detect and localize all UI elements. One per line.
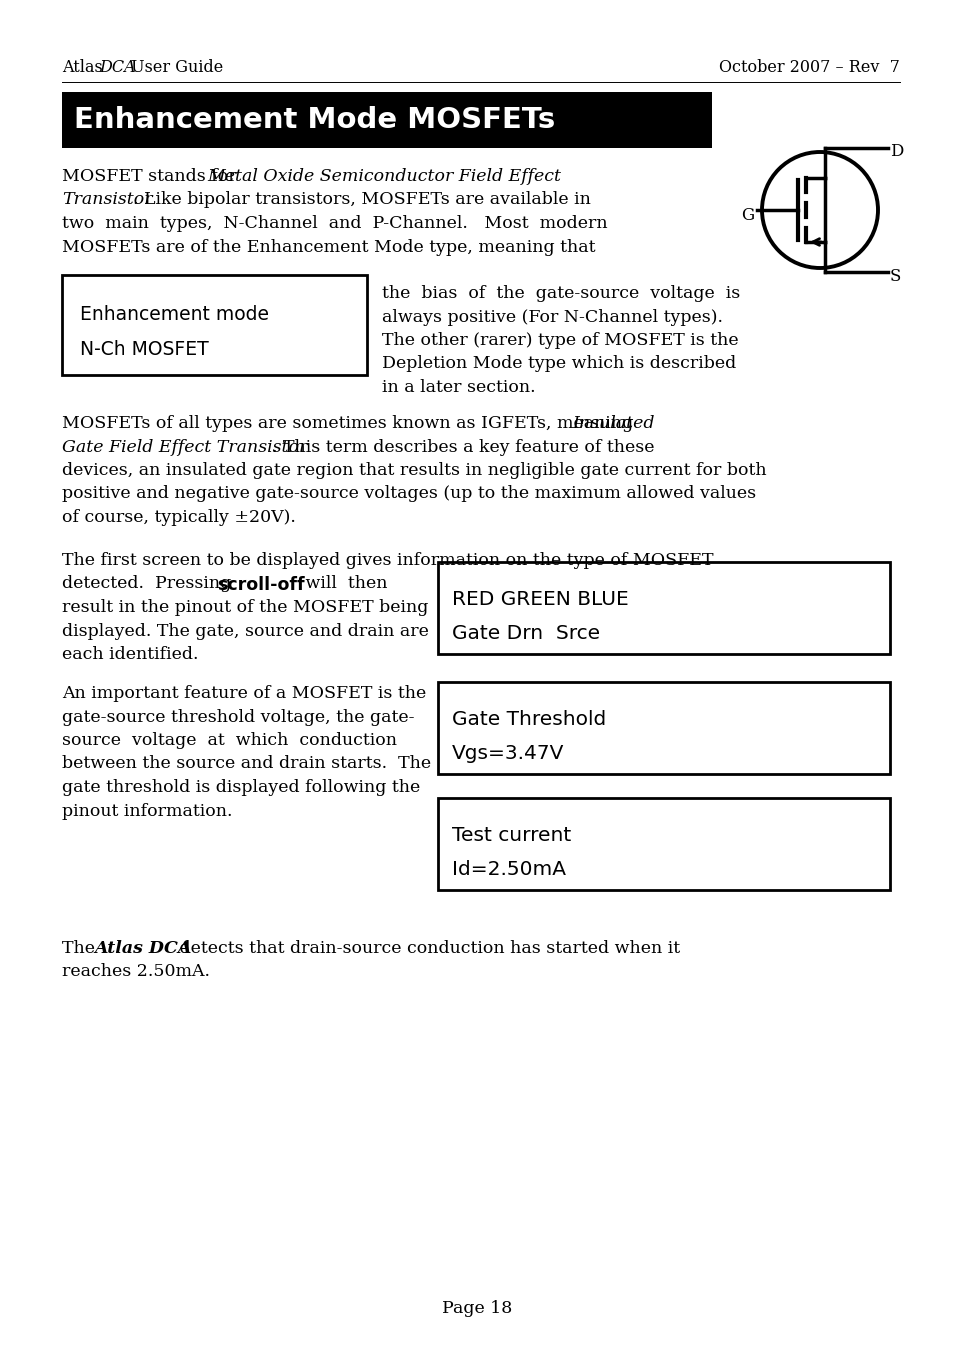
Text: MOSFET stands for: MOSFET stands for [62, 168, 242, 185]
Text: Enhancement Mode MOSFETs: Enhancement Mode MOSFETs [74, 105, 555, 134]
Text: Enhancement mode: Enhancement mode [80, 305, 269, 324]
Text: between the source and drain starts.  The: between the source and drain starts. The [62, 755, 431, 773]
Text: devices, an insulated gate region that results in negligible gate current for bo: devices, an insulated gate region that r… [62, 462, 766, 480]
Text: MOSFETs are of the Enhancement Mode type, meaning that: MOSFETs are of the Enhancement Mode type… [62, 239, 595, 255]
Bar [437, 798, 889, 890]
Bar [62, 276, 367, 376]
Text: Gate Field Effect Transistor: Gate Field Effect Transistor [62, 439, 307, 455]
Text: gate-source threshold voltage, the gate-: gate-source threshold voltage, the gate- [62, 708, 414, 725]
Bar [62, 92, 711, 149]
Text: Page 18: Page 18 [441, 1300, 512, 1317]
Text: Depletion Mode type which is described: Depletion Mode type which is described [381, 355, 736, 373]
Text: N-Ch MOSFET: N-Ch MOSFET [80, 340, 209, 359]
Text: in a later section.: in a later section. [381, 380, 535, 396]
Text: Transistor: Transistor [62, 192, 152, 208]
Text: October 2007 – Rev  7: October 2007 – Rev 7 [719, 59, 899, 76]
Text: source  voltage  at  which  conduction: source voltage at which conduction [62, 732, 396, 748]
Text: two  main  types,  N-Channel  and  P-Channel.   Most  modern: two main types, N-Channel and P-Channel.… [62, 215, 607, 232]
Text: pinout information.: pinout information. [62, 802, 233, 820]
Text: result in the pinout of the MOSFET being: result in the pinout of the MOSFET being [62, 598, 428, 616]
Text: Gate Drn  Srce: Gate Drn Srce [452, 624, 599, 643]
Text: detects that drain-source conduction has started when it: detects that drain-source conduction has… [173, 940, 679, 957]
Text: D: D [889, 143, 902, 159]
Text: Vgs=3.47V: Vgs=3.47V [452, 744, 564, 763]
Text: Metal Oxide Semiconductor Field Effect: Metal Oxide Semiconductor Field Effect [207, 168, 560, 185]
Text: . Like bipolar transistors, MOSFETs are available in: . Like bipolar transistors, MOSFETs are … [132, 192, 590, 208]
Text: Id=2.50mA: Id=2.50mA [452, 861, 565, 880]
Text: S: S [889, 267, 901, 285]
Text: of course, typically ±20V).: of course, typically ±20V). [62, 509, 295, 526]
Text: MOSFETs of all types are sometimes known as IGFETs, meaning: MOSFETs of all types are sometimes known… [62, 415, 639, 432]
Text: G: G [740, 207, 753, 223]
Text: gate threshold is displayed following the: gate threshold is displayed following th… [62, 780, 420, 796]
Text: Atlas: Atlas [62, 59, 108, 76]
Text: RED GREEN BLUE: RED GREEN BLUE [452, 590, 628, 609]
Text: . This term describes a key feature of these: . This term describes a key feature of t… [272, 439, 654, 455]
Text: reaches 2.50mA.: reaches 2.50mA. [62, 963, 210, 981]
Text: scroll-off: scroll-off [216, 576, 304, 593]
Text: displayed. The gate, source and drain are: displayed. The gate, source and drain ar… [62, 623, 429, 639]
Text: always positive (For N-Channel types).: always positive (For N-Channel types). [381, 308, 722, 326]
Text: The first screen to be displayed gives information on the type of MOSFET: The first screen to be displayed gives i… [62, 553, 713, 569]
Text: detected.  Pressing: detected. Pressing [62, 576, 236, 593]
Bar [437, 682, 889, 774]
Text: User Guide: User Guide [126, 59, 223, 76]
Text: The other (rarer) type of MOSFET is the: The other (rarer) type of MOSFET is the [381, 332, 738, 349]
Text: DCA: DCA [99, 59, 135, 76]
Text: An important feature of a MOSFET is the: An important feature of a MOSFET is the [62, 685, 426, 703]
Text: positive and negative gate-source voltages (up to the maximum allowed values: positive and negative gate-source voltag… [62, 485, 756, 503]
Text: Gate Threshold: Gate Threshold [452, 711, 605, 730]
Text: Test current: Test current [452, 825, 571, 844]
Text: Insulated: Insulated [572, 415, 654, 432]
Text: the  bias  of  the  gate-source  voltage  is: the bias of the gate-source voltage is [381, 285, 740, 303]
Text: Atlas DCA: Atlas DCA [94, 940, 192, 957]
Text: will  then: will then [299, 576, 387, 593]
Text: each identified.: each identified. [62, 646, 198, 663]
Bar [437, 562, 889, 654]
Text: The: The [62, 940, 100, 957]
